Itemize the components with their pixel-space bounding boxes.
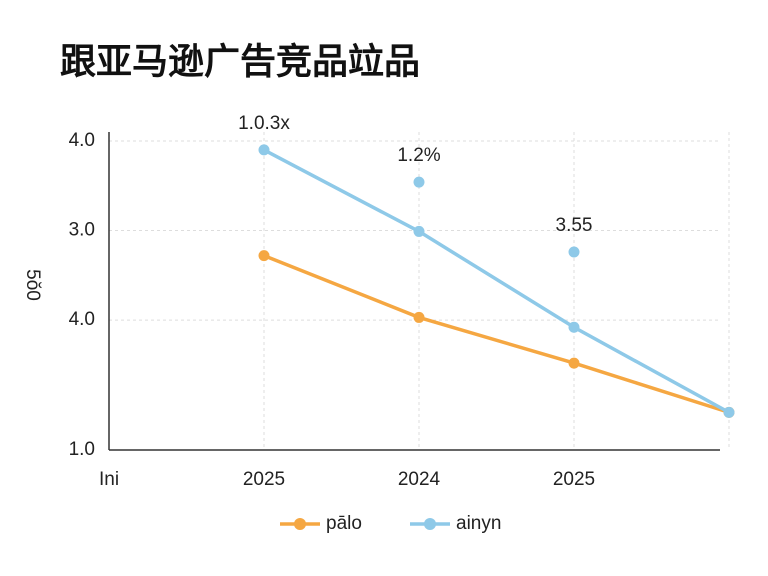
series-line bbox=[263, 253, 730, 415]
x-tick-label: Ini bbox=[99, 469, 119, 490]
chart-title: 跟亚马逊广告竞品竝品 bbox=[60, 41, 420, 82]
y-tick-label: 4.0 bbox=[69, 309, 95, 330]
legend-label: pālo bbox=[326, 513, 362, 534]
marker-point bbox=[568, 246, 580, 258]
data-point bbox=[723, 406, 735, 418]
x-tick-label: 2025 bbox=[553, 469, 595, 490]
annotation: 1.0.3x bbox=[238, 113, 290, 134]
annotation: 3.55 bbox=[556, 215, 593, 236]
y-tick-label: 3.0 bbox=[69, 220, 95, 241]
y-tick-label: 4.0 bbox=[69, 130, 95, 151]
data-point bbox=[413, 311, 425, 323]
data-point bbox=[568, 357, 580, 369]
y-tick-label: 1.0 bbox=[69, 439, 95, 460]
legend-dot bbox=[294, 518, 306, 530]
marker-point bbox=[413, 176, 425, 188]
annotation: 1.2% bbox=[397, 145, 440, 166]
legend-label: ainyn bbox=[456, 513, 501, 534]
data-point bbox=[413, 225, 425, 237]
data-point bbox=[258, 250, 270, 262]
legend-dot bbox=[424, 518, 436, 530]
x-tick-label: 2025 bbox=[243, 469, 285, 490]
data-point bbox=[258, 144, 270, 156]
y-axis-label: 5ŏ0 bbox=[22, 269, 43, 301]
data-point bbox=[568, 321, 580, 333]
series-line bbox=[263, 148, 730, 414]
x-tick-label: 2024 bbox=[398, 469, 441, 490]
